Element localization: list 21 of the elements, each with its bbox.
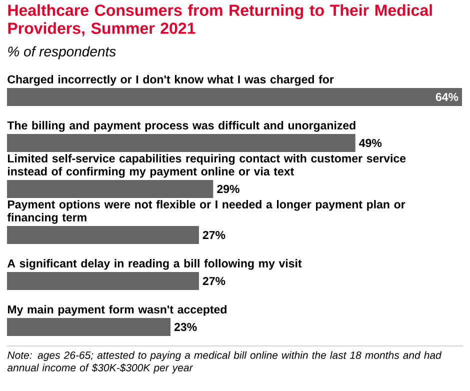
bar — [7, 88, 462, 106]
bar — [7, 272, 199, 290]
text: Note: ages 26-65; attested to paying a medical bill online within the last 18 months and had annual income of $30K-$300K per year — [7, 351, 442, 374]
data-label: 49% — [359, 138, 382, 148]
y-tick-label: Charged incorrectly or I don't know what I was charged for — [8, 75, 334, 86]
y-tick-label: Limited self-service capabilities requiring contact with customer service instead of confirming my payment online or via text — [8, 154, 406, 178]
data-label: 29% — [217, 184, 240, 194]
y-tick-label: Payment options were not flexible or I needed a longer payment plan or financing term — [7, 200, 406, 224]
data-label: 27% — [202, 230, 226, 240]
y-tick-label: The billing and payment process was difficult and unorganized — [7, 121, 356, 132]
y-tick-label: A significant delay in reading a bill following my visit — [7, 259, 302, 270]
bar — [7, 180, 214, 198]
bar — [7, 134, 356, 152]
data-label: 23% — [174, 322, 197, 332]
bar — [7, 226, 199, 244]
bar — [7, 318, 171, 336]
data-label: 27% — [202, 276, 226, 286]
chart-title: Healthcare Consumers from Returning to Their Medical Providers, Summer 2021 — [8, 4, 432, 36]
y-tick-label: My main payment form wasn't accepted — [8, 305, 226, 316]
data-label: 64% — [436, 92, 458, 102]
chart-subtitle: % of respondents — [8, 46, 116, 60]
